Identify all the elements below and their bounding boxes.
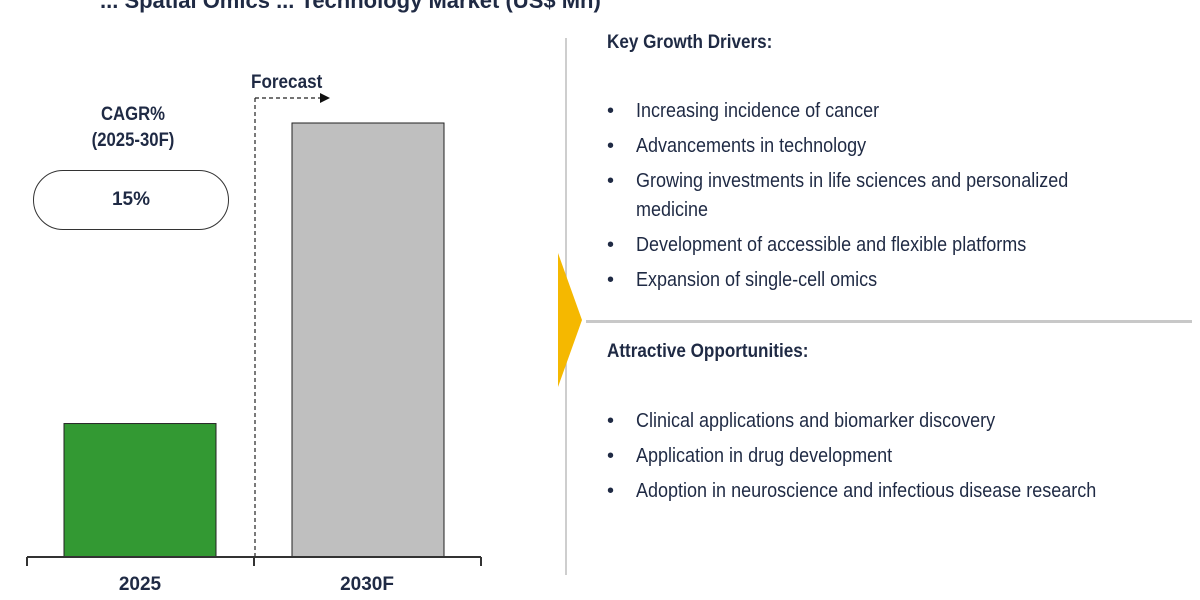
cagr-label-line1: CAGR%: [100, 104, 166, 125]
attractive-opportunities-heading: Attractive Opportunities:: [607, 341, 809, 362]
list-item: • Expansion of single-cell omics: [607, 269, 878, 291]
list-item: • Increasing incidence of cancer: [607, 100, 880, 122]
key-growth-drivers-panel: Key Growth Drivers: • Increasing incidenc…: [607, 32, 1197, 301]
x-tick-label-2030F: 2030F: [340, 574, 394, 595]
list-item: • Application in drug development: [607, 445, 893, 467]
list-item: • Advancements in technology: [607, 135, 867, 157]
list-item: • Clinical applications and biomarker dis…: [607, 410, 996, 432]
bar-2030F: [291, 122, 445, 558]
cagr-label-line2: (2025-30F): [91, 130, 175, 151]
list-item: • Development of accessible and flexible …: [607, 234, 1027, 256]
list-item: • Growing investments in life sciences an…: [607, 170, 1069, 221]
horizontal-separator: [586, 320, 1192, 323]
chevron-arrow-icon: [558, 253, 582, 387]
cagr-value-badge: 15%: [33, 170, 229, 230]
forecast-label: Forecast: [251, 72, 323, 93]
attractive-opportunities-list: • Clinical applications and biomarker dis…: [607, 407, 1197, 506]
key-growth-drivers-heading: Key Growth Drivers:: [607, 32, 773, 53]
bar-2025: [63, 423, 217, 558]
list-item: • Adoption in neuroscience and infectious…: [607, 480, 1097, 502]
key-growth-drivers-list: • Increasing incidence of cancer • Advance…: [607, 97, 1197, 295]
bar-chart: 2025 2030F: [26, 38, 582, 595]
forecast-arrow-head: [320, 93, 330, 103]
attractive-opportunities-panel: Attractive Opportunities: • Clinical appl…: [607, 341, 1197, 512]
cagr-label: CAGR% (2025-30F): [67, 102, 199, 154]
x-tick-label-2025: 2025: [119, 574, 162, 595]
chart-title: ... Spatial Omics ... Technology Market …: [100, 0, 601, 13]
